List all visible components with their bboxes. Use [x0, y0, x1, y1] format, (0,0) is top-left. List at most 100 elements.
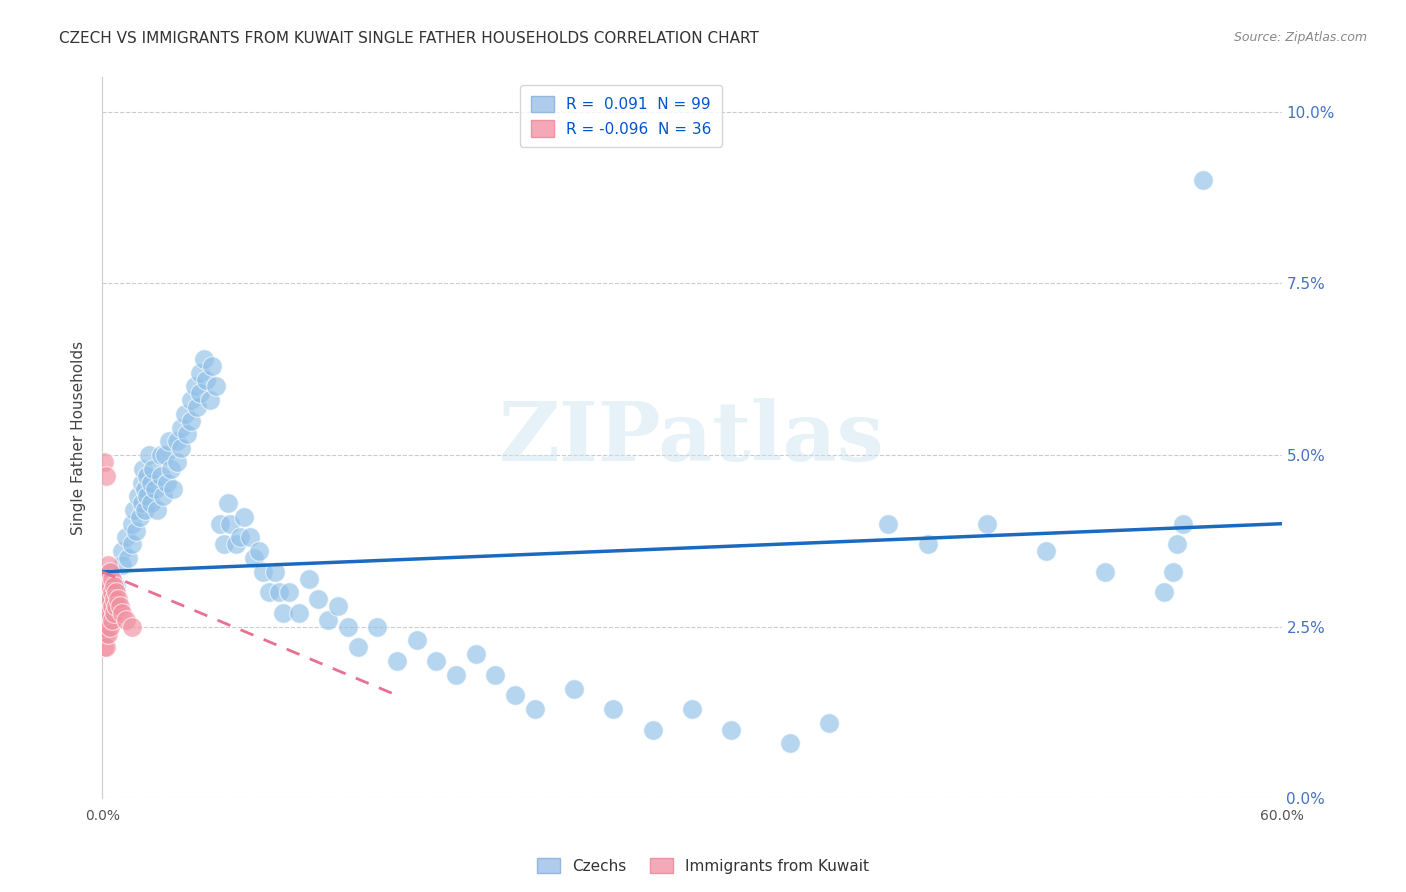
Point — [93, 626, 115, 640]
Point — [97, 613, 120, 627]
Point — [97, 572, 120, 586]
Point — [94, 468, 117, 483]
Point — [562, 681, 585, 696]
Y-axis label: Single Father Households: Single Father Households — [72, 341, 86, 535]
Point — [720, 723, 742, 737]
Point — [193, 351, 215, 366]
Point — [259, 585, 281, 599]
Point — [97, 599, 120, 614]
Point — [94, 626, 117, 640]
Point — [170, 420, 193, 434]
Point — [180, 414, 202, 428]
Point — [444, 667, 467, 681]
Point — [93, 599, 115, 614]
Point — [94, 599, 117, 614]
Point — [523, 702, 546, 716]
Point — [114, 531, 136, 545]
Point — [1035, 544, 1057, 558]
Point — [131, 475, 153, 490]
Point — [98, 620, 121, 634]
Point — [101, 585, 124, 599]
Point — [131, 496, 153, 510]
Point — [346, 640, 368, 655]
Point — [385, 654, 408, 668]
Point — [1173, 516, 1195, 531]
Point — [176, 427, 198, 442]
Legend: Czechs, Immigrants from Kuwait: Czechs, Immigrants from Kuwait — [531, 852, 875, 880]
Point — [157, 434, 180, 449]
Point — [121, 537, 143, 551]
Point — [108, 599, 131, 614]
Point — [124, 524, 146, 538]
Text: CZECH VS IMMIGRANTS FROM KUWAIT SINGLE FATHER HOUSEHOLDS CORRELATION CHART: CZECH VS IMMIGRANTS FROM KUWAIT SINGLE F… — [59, 31, 759, 46]
Text: ZIPatlas: ZIPatlas — [499, 398, 884, 478]
Point — [602, 702, 624, 716]
Point — [205, 379, 228, 393]
Point — [150, 468, 173, 483]
Point — [287, 606, 309, 620]
Text: Source: ZipAtlas.com: Source: ZipAtlas.com — [1233, 31, 1367, 45]
Point — [103, 606, 125, 620]
Point — [111, 606, 134, 620]
Point — [136, 489, 159, 503]
Point — [249, 544, 271, 558]
Point — [212, 537, 235, 551]
Point — [225, 537, 247, 551]
Point — [127, 489, 149, 503]
Point — [143, 483, 166, 497]
Point — [101, 613, 124, 627]
Point — [681, 702, 703, 716]
Point — [97, 558, 120, 572]
Point — [877, 516, 900, 531]
Point — [98, 578, 121, 592]
Point — [232, 509, 254, 524]
Point — [1166, 537, 1188, 551]
Point — [101, 599, 124, 614]
Point — [101, 572, 124, 586]
Point — [271, 606, 294, 620]
Point — [818, 715, 841, 730]
Point — [98, 565, 121, 579]
Point — [170, 441, 193, 455]
Point — [94, 640, 117, 655]
Point — [114, 613, 136, 627]
Point — [366, 620, 388, 634]
Point — [173, 407, 195, 421]
Point — [128, 509, 150, 524]
Point — [183, 379, 205, 393]
Point — [1192, 173, 1215, 187]
Point — [98, 606, 121, 620]
Point — [152, 489, 174, 503]
Point — [209, 516, 232, 531]
Point — [103, 578, 125, 592]
Point — [121, 620, 143, 634]
Point — [93, 613, 115, 627]
Point — [195, 372, 218, 386]
Point — [307, 592, 329, 607]
Point — [94, 613, 117, 627]
Point — [101, 565, 124, 579]
Point — [297, 572, 319, 586]
Point — [160, 462, 183, 476]
Point — [252, 565, 274, 579]
Point — [138, 448, 160, 462]
Point — [162, 483, 184, 497]
Point — [146, 503, 169, 517]
Point — [97, 626, 120, 640]
Point — [1094, 565, 1116, 579]
Point — [219, 516, 242, 531]
Point — [132, 462, 155, 476]
Point — [121, 516, 143, 531]
Point — [107, 592, 129, 607]
Point — [117, 551, 139, 566]
Point — [326, 599, 349, 614]
Point — [336, 620, 359, 634]
Point — [278, 585, 301, 599]
Point — [503, 689, 526, 703]
Point — [93, 640, 115, 655]
Point — [190, 386, 212, 401]
Point — [104, 599, 127, 614]
Point — [269, 585, 291, 599]
Point — [98, 592, 121, 607]
Point — [1153, 585, 1175, 599]
